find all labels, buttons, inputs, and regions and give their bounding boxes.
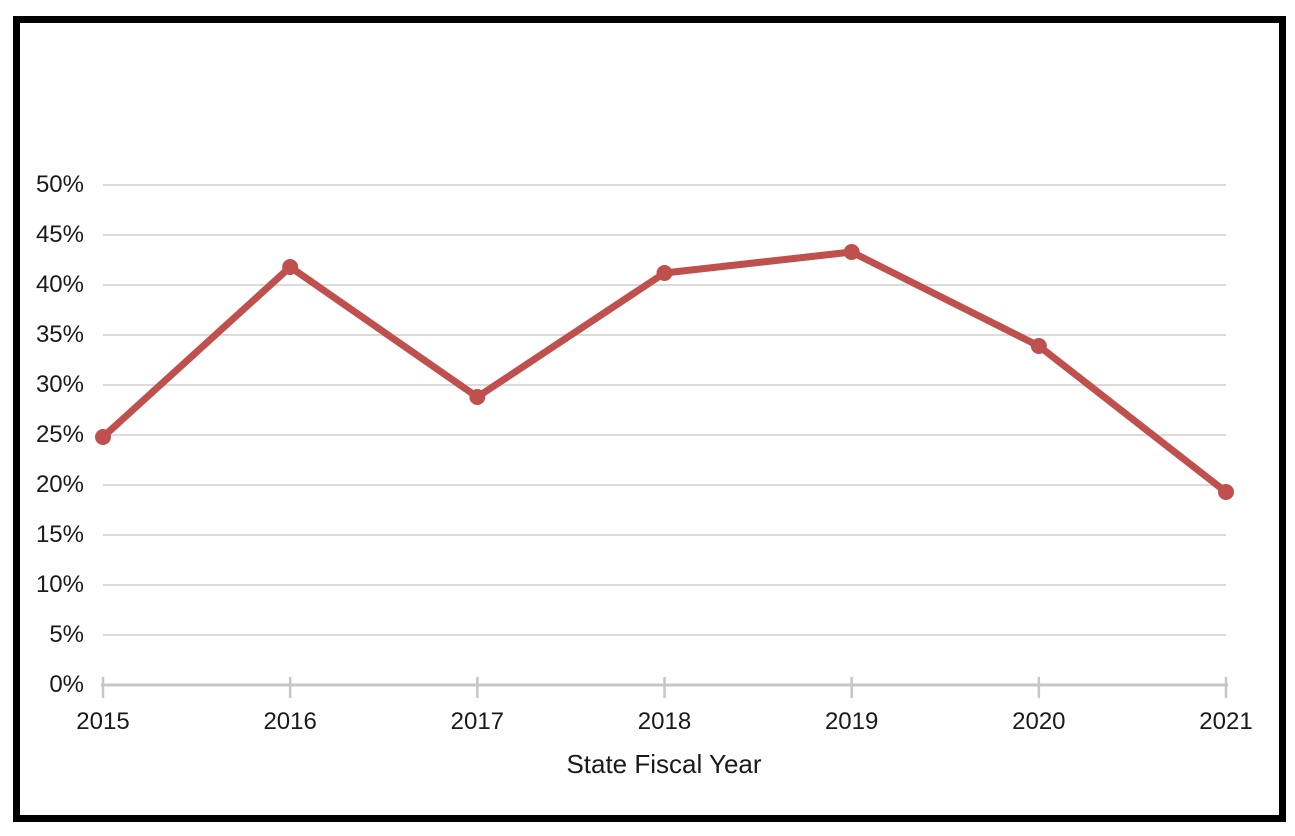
data-point-2020 [1030,338,1047,354]
y-axis-tick-label: 10% [35,571,84,598]
data-point-2017 [469,389,486,405]
data-point-2018 [656,265,673,281]
data-point-2019 [843,244,860,260]
x-axis-tick-label: 2018 [637,708,692,735]
y-axis-tick-label: 30% [35,371,84,398]
y-axis-tick-label: 50% [35,171,84,198]
x-axis-title: State Fiscal Year [566,749,762,779]
x-axis-tick-label: 2020 [1012,708,1066,735]
data-point-2015 [95,429,111,445]
y-axis-tick-label: 20% [35,471,84,498]
data-point-2016 [282,259,299,275]
chart-frame [13,16,1286,822]
y-axis-tick-label: 45% [35,221,84,248]
y-axis-tick-label: 25% [35,421,84,448]
x-axis-tick-label: 2015 [76,708,130,735]
x-axis-tick-label: 2016 [263,708,317,735]
data-line [99,248,1230,496]
x-axis-tick-label: 2021 [1199,708,1253,735]
y-axis-tick-label: 0% [49,671,84,698]
y-axis-tick-label: 35% [35,321,84,348]
x-axis-tick-label: 2019 [824,708,879,735]
data-point-2021 [1218,484,1234,500]
y-axis-tick-label: 5% [49,621,84,648]
y-axis-tick-label: 40% [35,271,84,298]
y-axis-tick-label: 15% [35,521,84,548]
x-axis-tick-label: 2017 [450,708,505,735]
